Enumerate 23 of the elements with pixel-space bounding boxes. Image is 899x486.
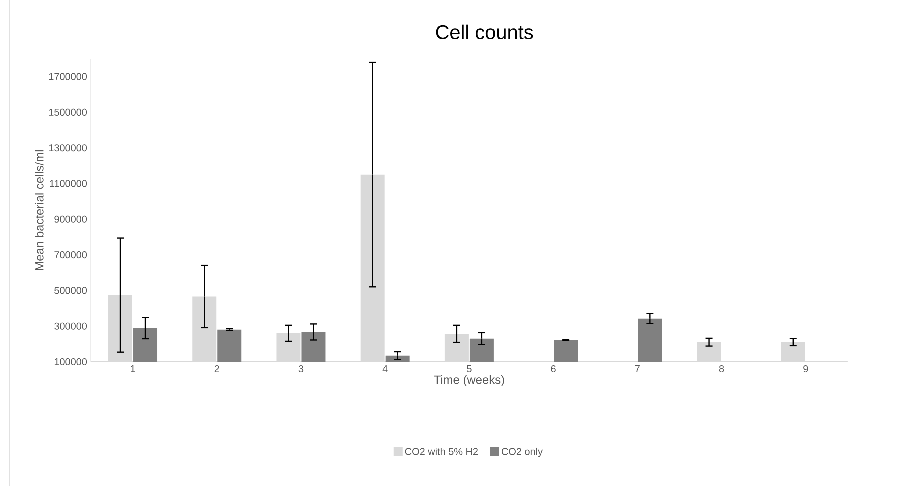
x-tick-label: 6: [551, 366, 556, 373]
y-axis-title: Mean bacterial cells/ml: [35, 150, 44, 270]
x-tick-label: 3: [298, 366, 304, 373]
y-tick-label: 300000: [54, 322, 88, 330]
y-tick-label: 1500000: [49, 108, 88, 116]
y-tick-label: 900000: [54, 216, 88, 223]
y-tick-label: 100000: [54, 358, 88, 366]
x-tick-label: 1: [131, 366, 136, 372]
y-tick-label: 1300000: [49, 144, 88, 152]
x-tick-label: 8: [719, 366, 724, 373]
chart-title: Cell counts: [436, 24, 534, 40]
x-tick-label: 9: [804, 366, 808, 373]
x-axis-title: Time (weeks): [434, 375, 504, 387]
x-tick-label: 4: [382, 366, 388, 372]
x-tick-label: 5: [467, 366, 472, 372]
x-tick-label: 7: [635, 366, 640, 372]
y-tick-label: 1700000: [49, 73, 88, 80]
x-tick-label: 2: [214, 366, 220, 372]
legend-label: CO2 only: [502, 448, 543, 458]
y-tick-label: 700000: [54, 252, 88, 259]
y-tick-label: 1100000: [50, 180, 88, 188]
legend-label: CO2 with 5% H2: [405, 448, 478, 456]
y-tick-label: 500000: [54, 287, 88, 294]
